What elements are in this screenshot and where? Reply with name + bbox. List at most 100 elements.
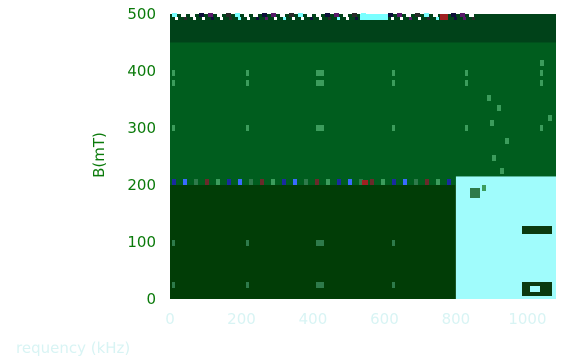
plot-artifact [238, 17, 241, 20]
plot-artifact [472, 17, 475, 20]
plot-artifact [447, 179, 451, 185]
plot-artifact [465, 125, 468, 131]
plot-artifact [175, 17, 178, 20]
plot-artifact [482, 185, 486, 191]
plot-artifact [183, 179, 187, 185]
plot-artifact [388, 13, 393, 17]
plot-artifact [202, 17, 205, 20]
plot-artifact [246, 240, 249, 246]
plot-artifact [392, 240, 395, 246]
plot-artifact [425, 179, 429, 185]
plot-artifact [316, 70, 324, 76]
plot-artifacts [172, 13, 552, 296]
plot-artifact [465, 80, 468, 86]
plot-artifact [492, 155, 496, 161]
x-tick-label: 800 [442, 310, 471, 328]
plot-artifact [337, 17, 340, 20]
plot-artifact [326, 179, 330, 185]
plot-artifact [343, 13, 348, 17]
plot-artifact [283, 17, 286, 20]
plot-artifact [540, 70, 543, 76]
x-axis-ticks: 0 200 400 600 800 1000 [165, 310, 546, 328]
plot-artifact [205, 179, 209, 185]
plot-artifact [465, 70, 468, 76]
y-tick-label: 200 [127, 176, 156, 194]
plot-artifact [440, 14, 448, 20]
plot-artifact [260, 179, 264, 185]
plot-artifact [217, 13, 222, 17]
plot-artifact [487, 95, 491, 101]
plot-artifact [172, 125, 175, 131]
plot-artifact [246, 282, 249, 288]
plot-artifact [325, 13, 330, 17]
plot-artifact [548, 115, 552, 121]
plot-artifact [414, 179, 418, 185]
plot-artifact [246, 80, 249, 86]
plot-artifact [256, 17, 259, 20]
plot-artifact [238, 179, 242, 185]
plot-artifact [172, 282, 175, 288]
plot-artifact [337, 179, 341, 185]
plot-artifact [304, 179, 308, 185]
plot-artifact [247, 17, 250, 20]
plot-artifact [460, 13, 465, 17]
plot-artifact [454, 17, 457, 20]
plot-artifact [403, 179, 407, 185]
plot-artifact [352, 13, 357, 17]
plot-artifact [530, 286, 540, 292]
plot-artifact [229, 17, 232, 20]
y-axis-label: B(mT) [90, 132, 108, 178]
plot-artifact [280, 13, 285, 17]
plot-artifact [271, 179, 275, 185]
y-tick-label: 0 [146, 290, 156, 308]
plot-artifact [391, 17, 394, 20]
x-tick-label: 0 [165, 310, 175, 328]
plot-artifact [172, 179, 176, 185]
plot-artifact [301, 17, 304, 20]
plot-artifact [181, 13, 186, 17]
plot-artifact [319, 17, 322, 20]
x-tick-label: 200 [227, 310, 256, 328]
plot-artifact [540, 125, 543, 131]
plot-artifact [362, 180, 368, 185]
plot-artifact [392, 80, 395, 86]
plot-artifact [199, 13, 204, 17]
plot-artifact [315, 179, 319, 185]
plot-artifact [193, 17, 196, 20]
plot-artifact [334, 13, 339, 17]
plot-artifact [220, 17, 223, 20]
plot-artifact [265, 17, 268, 20]
x-tick-label: 600 [370, 310, 399, 328]
plot-artifact [216, 179, 220, 185]
x-tick-label: 1000 [508, 310, 546, 328]
x-axis-label: requency (kHz) [16, 339, 130, 357]
plot-artifact [540, 80, 543, 86]
plot-artifact [381, 179, 385, 185]
plot-artifact [469, 13, 474, 17]
plot-artifact [310, 17, 313, 20]
plot-artifact [424, 13, 429, 17]
plot-artifact [392, 282, 395, 288]
x-tick-label: 400 [299, 310, 328, 328]
plot-artifact [500, 168, 504, 174]
plot-artifact [271, 13, 276, 17]
plot-artifact [184, 17, 187, 20]
y-tick-label: 500 [127, 5, 156, 23]
plot-artifact [249, 179, 253, 185]
plot-artifact [246, 125, 249, 131]
plot-artifact [292, 17, 295, 20]
plot-artifact [274, 17, 277, 20]
plot-artifact [316, 240, 324, 246]
plot-artifact [409, 17, 412, 20]
plot-artifact [522, 226, 552, 234]
y-axis-ticks: 0 100 200 300 400 500 [127, 5, 156, 308]
plot-artifact [463, 17, 466, 20]
plot-artifact [172, 13, 177, 17]
plot-artifact [497, 105, 501, 111]
plot-artifact [235, 13, 240, 17]
y-tick-label: 300 [127, 119, 156, 137]
plot-artifact [289, 13, 294, 17]
plot-artifact [316, 80, 324, 86]
plot-artifact [348, 179, 352, 185]
